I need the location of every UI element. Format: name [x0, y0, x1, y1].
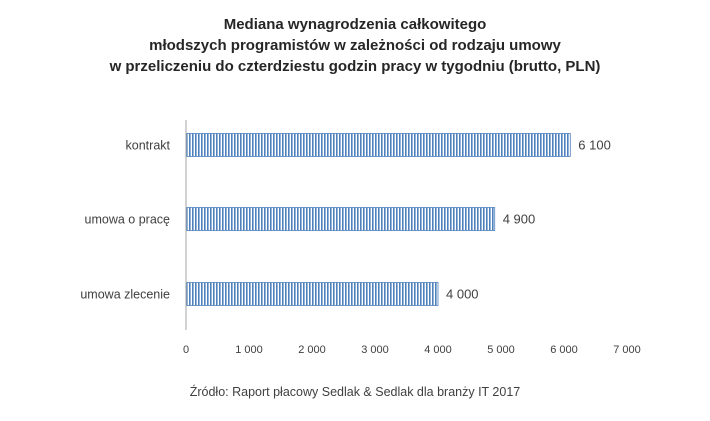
data-label: 4 900 [503, 212, 536, 227]
x-tick-label: 0 [183, 344, 189, 356]
chart-title: Mediana wynagrodzenia całkowitego młodsz… [0, 14, 710, 77]
category-label: kontrakt [126, 139, 171, 153]
x-tick-label: 5 000 [487, 344, 515, 356]
bar-chart: kontrakt 6 100 umowa o pracę 4 900 umowa zle… [80, 120, 641, 356]
labels-group: kontrakt 6 100 umowa o pracę 4 900 umowa zle… [80, 138, 610, 302]
bar-kontrakt [185, 133, 571, 157]
chart-title-line-2: młodszych programistów w zależności od r… [149, 37, 561, 54]
x-tick-label: 7 000 [613, 344, 641, 356]
x-tick-label: 2 000 [298, 344, 326, 356]
bar-umowa-o-pracę [185, 207, 496, 231]
data-label: 6 100 [578, 138, 611, 153]
chart-title-line-1: Mediana wynagrodzenia całkowitego [223, 16, 487, 33]
x-tick-label: 1 000 [235, 344, 263, 356]
category-label: umowa zlecenie [80, 288, 170, 302]
bar-umowa-zlecenie [185, 282, 439, 306]
bars-group [185, 133, 571, 306]
x-tick-label: 6 000 [550, 344, 578, 356]
chart-title-line-3: w przeliczeniu do czterdziestu godzin pr… [109, 58, 601, 75]
x-tick-label: 3 000 [361, 344, 389, 356]
source-note: Źródło: Raport płacowy Sedlak & Sedlak d… [189, 385, 521, 399]
data-label: 4 000 [446, 287, 479, 302]
x-axis-ticks-group: 0 1 000 2 000 3 000 4 000 5 000 6 000 7 000 [183, 344, 641, 356]
x-tick-label: 4 000 [424, 344, 452, 356]
category-label: umowa o pracę [85, 213, 171, 227]
